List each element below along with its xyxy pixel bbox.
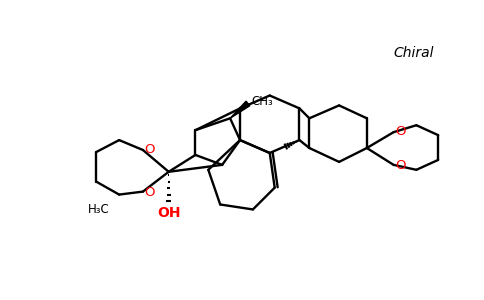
- Text: H₃C: H₃C: [88, 203, 109, 216]
- Polygon shape: [230, 101, 250, 118]
- Text: Chiral: Chiral: [393, 46, 434, 60]
- Text: O: O: [144, 142, 154, 155]
- Text: OH: OH: [157, 206, 181, 220]
- Text: O: O: [144, 186, 154, 199]
- Text: CH₃: CH₃: [251, 95, 272, 108]
- Text: O: O: [395, 159, 406, 172]
- Text: O: O: [395, 125, 406, 138]
